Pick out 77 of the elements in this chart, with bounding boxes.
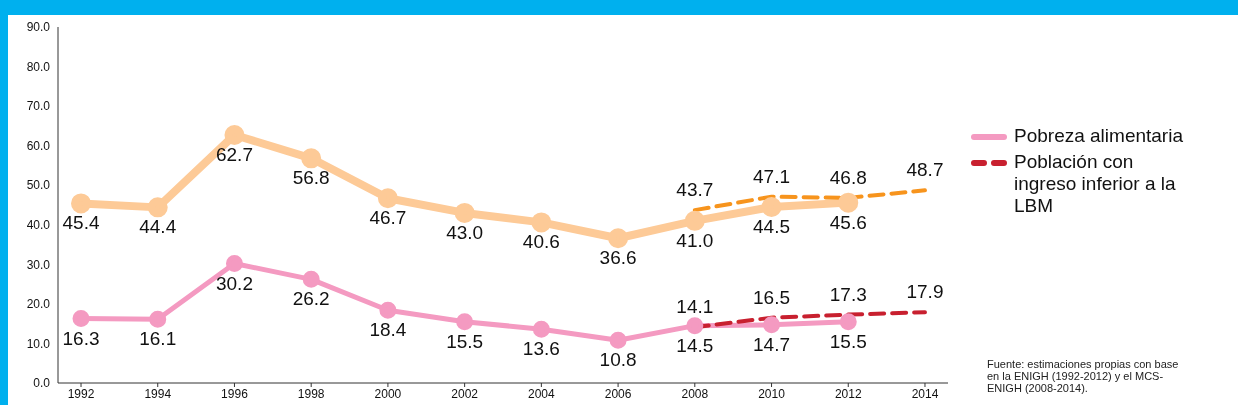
data-label: 45.6 xyxy=(829,211,867,233)
x-tick-label: 2012 xyxy=(834,386,862,401)
point xyxy=(302,270,320,288)
legend-label: Población con ingreso inferior a la LBM xyxy=(1014,151,1177,217)
point xyxy=(684,210,705,231)
point xyxy=(149,310,167,328)
point xyxy=(532,320,550,338)
data-label: 48.7 xyxy=(906,159,944,181)
data-label: 43.7 xyxy=(676,179,714,201)
point xyxy=(839,313,857,331)
data-label: 13.6 xyxy=(522,338,560,360)
x-tick-label: 2000 xyxy=(374,386,402,401)
point xyxy=(608,228,629,249)
point xyxy=(456,313,474,331)
x-tick-label: 1998 xyxy=(297,386,325,401)
data-label: 26.2 xyxy=(292,288,330,310)
data-label: 62.7 xyxy=(215,143,253,165)
point xyxy=(147,197,168,218)
point xyxy=(301,148,322,169)
data-label: 15.5 xyxy=(829,330,867,352)
data-label: 17.9 xyxy=(906,281,944,303)
data-label: 40.6 xyxy=(522,231,560,253)
data-label: 15.5 xyxy=(446,330,484,352)
data-label: 47.1 xyxy=(753,165,791,187)
data-label: 16.3 xyxy=(62,327,100,349)
point xyxy=(225,255,243,273)
point xyxy=(531,212,552,233)
legend-label: Pobreza alimentaria xyxy=(1014,125,1184,147)
point xyxy=(838,192,859,213)
data-label: 44.4 xyxy=(139,216,177,238)
y-tick-label: 30.0 xyxy=(26,257,51,272)
point xyxy=(72,310,90,328)
point xyxy=(379,301,397,319)
y-tick-label: 50.0 xyxy=(26,178,51,193)
point xyxy=(686,317,704,335)
x-tick-label: 2006 xyxy=(604,386,632,401)
data-label: 41.0 xyxy=(676,229,714,251)
data-label: 46.8 xyxy=(829,166,867,188)
data-label: 56.8 xyxy=(292,167,330,189)
source-note: Fuente: estimaciones propias con base en la ENIGH (1992-2012) y el MCS-ENIGH (2008-2014). xyxy=(987,358,1180,394)
data-label: 43.0 xyxy=(446,221,484,243)
data-label: 14.5 xyxy=(676,334,714,356)
point xyxy=(224,124,245,145)
y-tick-label: 60.0 xyxy=(26,138,51,153)
y-tick-label: 90.0 xyxy=(26,20,51,35)
data-label: 10.8 xyxy=(599,349,637,371)
x-tick-label: 2004 xyxy=(528,386,556,401)
point xyxy=(454,202,475,223)
x-tick-label: 2002 xyxy=(451,386,479,401)
y-tick-label: 70.0 xyxy=(26,99,51,114)
point xyxy=(609,331,627,349)
y-tick-label: 80.0 xyxy=(26,59,51,74)
data-label: 14.1 xyxy=(676,296,714,318)
y-tick-label: 10.0 xyxy=(26,336,51,351)
data-label: 46.7 xyxy=(369,207,407,229)
point xyxy=(71,193,92,214)
data-label: 45.4 xyxy=(62,212,100,234)
x-tick-label: 1994 xyxy=(144,386,172,401)
data-label: 30.2 xyxy=(215,272,253,294)
x-tick-label: 1992 xyxy=(67,386,95,401)
x-tick-label: 1996 xyxy=(221,386,249,401)
y-tick-label: 40.0 xyxy=(26,218,51,233)
x-tick-label: 2010 xyxy=(758,386,786,401)
point xyxy=(763,316,781,334)
y-tick-label: 0.0 xyxy=(33,376,51,391)
data-label: 14.7 xyxy=(753,333,791,355)
point xyxy=(761,196,782,217)
y-tick-label: 20.0 xyxy=(26,297,51,312)
point xyxy=(377,188,398,209)
data-label: 16.5 xyxy=(753,286,791,308)
data-label: 36.6 xyxy=(599,247,637,269)
data-label: 44.5 xyxy=(753,215,791,237)
data-label: 16.1 xyxy=(139,328,177,350)
data-label: 18.4 xyxy=(369,319,407,341)
data-label: 17.3 xyxy=(829,283,867,305)
x-tick-label: 2008 xyxy=(681,386,709,401)
x-tick-label: 2014 xyxy=(911,386,939,401)
